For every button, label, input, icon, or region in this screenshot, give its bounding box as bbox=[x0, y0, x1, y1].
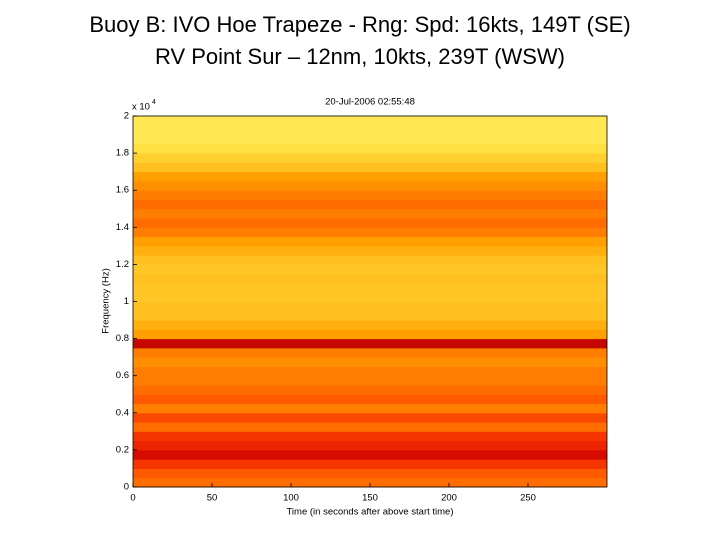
heatmap-cell bbox=[133, 125, 607, 136]
y-tick-label: 1 bbox=[124, 296, 129, 307]
x-tick-label: 50 bbox=[207, 493, 218, 504]
heatmap-cell bbox=[133, 273, 607, 284]
y-tick-label: 0.6 bbox=[116, 370, 129, 381]
heatmap-cell bbox=[133, 227, 607, 238]
heatmap-cell bbox=[133, 431, 607, 442]
heatmap-cell bbox=[133, 394, 607, 405]
heatmap-cell bbox=[133, 134, 607, 145]
x-tick-label: 250 bbox=[520, 493, 536, 504]
y-tick-label: 0.4 bbox=[116, 407, 129, 418]
heatmap-cell bbox=[133, 171, 607, 182]
heatmap-cell bbox=[133, 440, 607, 451]
heatmap-cell bbox=[133, 403, 607, 414]
heatmap-cell bbox=[133, 162, 607, 173]
y-tick-label: 1.8 bbox=[116, 148, 129, 159]
heatmap-cell bbox=[133, 329, 607, 340]
heatmap-cell bbox=[133, 190, 607, 200]
heatmap-cell bbox=[133, 384, 607, 395]
y-tick-label: 1.4 bbox=[116, 222, 129, 233]
heatmap-cell bbox=[133, 477, 607, 488]
heatmap-cell bbox=[133, 218, 607, 228]
heatmap-cell bbox=[133, 282, 607, 293]
y-tick-label: 0 bbox=[124, 482, 129, 493]
heatmap-cell bbox=[133, 366, 607, 377]
heatmap-cell bbox=[133, 153, 607, 163]
y-multiplier: x 10 bbox=[132, 102, 150, 113]
y-tick-label: 1.6 bbox=[116, 185, 129, 196]
heatmap-cell bbox=[133, 459, 607, 469]
x-tick-label: 100 bbox=[283, 493, 299, 504]
heatmap-cell bbox=[133, 412, 607, 423]
heatmap-cell bbox=[133, 236, 607, 247]
y-multiplier-exponent: 4 bbox=[152, 99, 156, 106]
heatmap-cell bbox=[133, 208, 607, 219]
heatmap-cell bbox=[133, 180, 607, 191]
y-tick-label: 0.8 bbox=[116, 333, 129, 344]
heatmap-cell bbox=[133, 143, 607, 154]
heatmap-cell bbox=[133, 375, 607, 386]
heatmap-cell bbox=[133, 338, 607, 349]
heatmap-cell bbox=[133, 301, 607, 312]
x-axis-label: Time (in seconds after above start time) bbox=[286, 507, 453, 518]
plot-title: 20-Jul-2006 02:55:48 bbox=[325, 97, 415, 108]
heatmap-cell bbox=[133, 264, 607, 275]
heatmap bbox=[133, 116, 607, 488]
y-tick-label: 1.2 bbox=[116, 259, 129, 270]
heatmap-cell bbox=[133, 357, 607, 367]
y-tick-label: 2 bbox=[124, 111, 129, 122]
chart-title: Buoy B: IVO Hoe Trapeze - Rng: Spd: 16kt… bbox=[89, 12, 630, 37]
heatmap-cell bbox=[133, 347, 607, 358]
heatmap-cell bbox=[133, 468, 607, 479]
y-tick-label: 0.2 bbox=[116, 444, 129, 455]
heatmap-cell bbox=[133, 320, 607, 330]
heatmap-cell bbox=[133, 292, 607, 302]
heatmap-cell bbox=[133, 449, 607, 460]
heatmap-cell bbox=[133, 310, 607, 321]
x-tick-label: 200 bbox=[441, 493, 457, 504]
heatmap-cell bbox=[133, 255, 607, 265]
heatmap-cell bbox=[133, 422, 607, 432]
heatmap-cell bbox=[133, 116, 607, 126]
heatmap-cell bbox=[133, 199, 607, 210]
x-tick-label: 150 bbox=[362, 493, 378, 504]
x-tick-label: 0 bbox=[130, 493, 135, 504]
chart-subtitle: RV Point Sur – 12nm, 10kts, 239T (WSW) bbox=[155, 44, 565, 69]
y-axis-label: Frequency (Hz) bbox=[101, 268, 112, 333]
heatmap-cell bbox=[133, 245, 607, 256]
axes: 0 0.2 0.4 0.6 0.8 1 1.2 1.4 1.6 1.8 2 0 50 100 150 200 2… bbox=[116, 111, 608, 504]
